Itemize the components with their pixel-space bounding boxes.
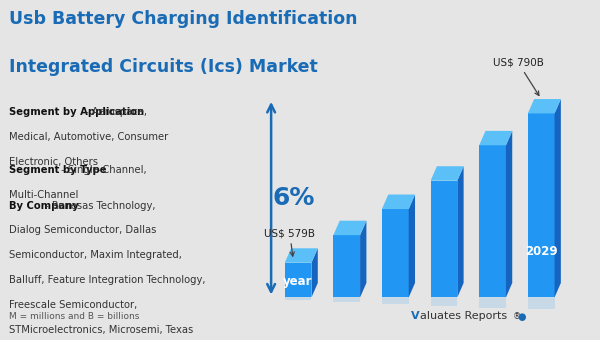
Polygon shape xyxy=(479,131,512,145)
Text: year: year xyxy=(283,275,313,288)
Polygon shape xyxy=(431,181,457,298)
Text: - Single-Channel,: - Single-Channel, xyxy=(58,165,147,175)
Polygon shape xyxy=(382,298,409,304)
Text: ®: ® xyxy=(513,312,521,321)
Text: Dialog Semiconductor, Dallas: Dialog Semiconductor, Dallas xyxy=(9,225,157,235)
Polygon shape xyxy=(285,248,318,263)
Text: M = millions and B = billions: M = millions and B = billions xyxy=(9,312,139,321)
Text: - Renesas Technology,: - Renesas Technology, xyxy=(42,201,155,210)
Text: Freescale Semiconductor,: Freescale Semiconductor, xyxy=(9,300,137,310)
Polygon shape xyxy=(431,298,457,306)
Text: Segment by Application: Segment by Application xyxy=(9,107,144,117)
Polygon shape xyxy=(409,194,415,298)
Polygon shape xyxy=(311,248,318,298)
Polygon shape xyxy=(285,263,311,298)
Text: Medical, Automotive, Consumer: Medical, Automotive, Consumer xyxy=(9,132,168,142)
Text: Semiconductor, Maxim Integrated,: Semiconductor, Maxim Integrated, xyxy=(9,250,182,260)
Polygon shape xyxy=(528,298,554,310)
Polygon shape xyxy=(382,209,409,298)
Polygon shape xyxy=(554,99,561,298)
Text: Usb Battery Charging Identification: Usb Battery Charging Identification xyxy=(9,10,358,28)
Text: Multi-Channel: Multi-Channel xyxy=(9,190,79,200)
Text: US$ 790B: US$ 790B xyxy=(493,57,544,96)
Polygon shape xyxy=(479,145,506,298)
Text: STMicroelectronics, Microsemi, Texas: STMicroelectronics, Microsemi, Texas xyxy=(9,325,193,335)
Polygon shape xyxy=(285,298,311,300)
Text: By Company: By Company xyxy=(9,201,79,210)
Polygon shape xyxy=(528,114,554,298)
Text: - Aerospace,: - Aerospace, xyxy=(82,107,146,117)
Text: 6%: 6% xyxy=(272,186,315,210)
Polygon shape xyxy=(479,298,506,308)
Polygon shape xyxy=(334,298,360,302)
Polygon shape xyxy=(457,166,464,298)
Polygon shape xyxy=(360,221,367,298)
Text: ●: ● xyxy=(517,312,526,322)
Text: US$ 579B: US$ 579B xyxy=(265,228,316,256)
Text: Electronic, Others: Electronic, Others xyxy=(9,157,98,167)
Text: aluates Reports: aluates Reports xyxy=(420,311,507,321)
Polygon shape xyxy=(431,166,464,181)
Text: 2029: 2029 xyxy=(525,245,557,258)
Text: Balluff, Feature Integration Technology,: Balluff, Feature Integration Technology, xyxy=(9,275,205,285)
Text: Integrated Circuits (Ics) Market: Integrated Circuits (Ics) Market xyxy=(9,58,318,76)
Polygon shape xyxy=(334,235,360,298)
Text: Segment by Type: Segment by Type xyxy=(9,165,107,175)
Polygon shape xyxy=(528,99,561,114)
Polygon shape xyxy=(382,194,415,209)
Polygon shape xyxy=(506,131,512,298)
Polygon shape xyxy=(334,221,367,235)
Text: V: V xyxy=(411,311,419,321)
